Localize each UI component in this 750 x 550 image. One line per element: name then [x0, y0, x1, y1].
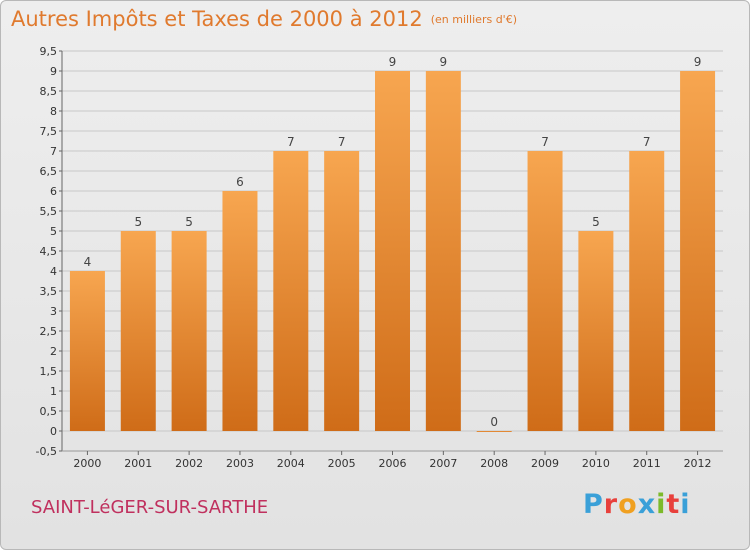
- bar: [527, 151, 563, 431]
- data-label: 0: [490, 415, 498, 429]
- bar: [273, 151, 309, 431]
- y-tick-label: 7,5: [40, 125, 58, 138]
- data-label: 5: [185, 215, 193, 229]
- y-tick-label: 3: [50, 305, 57, 318]
- bar: [375, 71, 410, 431]
- y-tick-label: 9,5: [40, 45, 58, 58]
- bar: [680, 71, 716, 431]
- y-tick-label: -0,5: [36, 445, 57, 458]
- logo-letter: t: [666, 489, 681, 520]
- y-tick-label: 8: [50, 105, 57, 118]
- y-tick-label: 6: [50, 185, 57, 198]
- y-tick-label: 3,5: [40, 285, 58, 298]
- data-label: 6: [236, 175, 244, 189]
- bar: [69, 271, 105, 431]
- logo-letter: i: [656, 489, 667, 520]
- logo-letter: o: [618, 489, 638, 520]
- y-tick-label: 1: [50, 385, 57, 398]
- bar: [578, 231, 614, 431]
- y-tick-label: 1,5: [40, 365, 58, 378]
- chart-title: Autres Impôts et Taxes de 2000 à 2012 (en…: [11, 7, 517, 31]
- data-label: 9: [440, 55, 448, 69]
- proxiti-logo: Proxiti: [583, 489, 691, 520]
- chart-unit-note: (en milliers d'€): [430, 13, 517, 26]
- commune-name: SAINT-LéGER-SUR-SARTHE: [31, 497, 269, 518]
- x-tick-label: 2005: [328, 457, 356, 470]
- y-tick-label: 2,5: [40, 325, 58, 338]
- bar: [120, 231, 156, 431]
- chart-title-text: Autres Impôts et Taxes de 2000 à 2012: [11, 7, 423, 31]
- y-tick-label: 0: [50, 425, 57, 438]
- x-tick-label: 2003: [226, 457, 254, 470]
- logo-letter: P: [583, 489, 604, 520]
- bar: [324, 151, 360, 431]
- bar: [171, 231, 207, 431]
- data-label: 5: [592, 215, 600, 229]
- x-tick-label: 2001: [124, 457, 152, 470]
- x-tick-label: 2004: [277, 457, 305, 470]
- data-label: 7: [541, 135, 549, 149]
- y-tick-label: 4,5: [40, 245, 58, 258]
- data-label: 9: [694, 55, 702, 69]
- y-tick-label: 7: [50, 145, 57, 158]
- logo-letter: x: [637, 489, 657, 520]
- y-tick-label: 4: [50, 265, 57, 278]
- bar: [425, 71, 461, 431]
- data-label: 7: [643, 135, 651, 149]
- x-tick-label: 2009: [531, 457, 559, 470]
- bar: [629, 151, 665, 431]
- x-tick-label: 2006: [379, 457, 407, 470]
- y-tick-label: 0,5: [40, 405, 58, 418]
- data-label: 5: [134, 215, 142, 229]
- logo-letter: r: [603, 489, 619, 520]
- y-tick-label: 9: [50, 65, 57, 78]
- x-tick-label: 2008: [480, 457, 508, 470]
- data-label: 7: [287, 135, 295, 149]
- x-tick-label: 2012: [684, 457, 712, 470]
- bar: [222, 191, 258, 431]
- y-tick-label: 5: [50, 225, 57, 238]
- data-label: 7: [338, 135, 346, 149]
- x-tick-label: 2000: [73, 457, 101, 470]
- x-tick-label: 2010: [582, 457, 610, 470]
- y-tick-label: 6,5: [40, 165, 58, 178]
- data-label: 4: [84, 255, 92, 269]
- logo-letter: i: [680, 489, 691, 520]
- y-tick-label: 2: [50, 345, 57, 358]
- y-tick-label: 5,5: [40, 205, 58, 218]
- y-tick-label: 8,5: [40, 85, 58, 98]
- x-tick-label: 2011: [633, 457, 661, 470]
- x-tick-label: 2007: [429, 457, 457, 470]
- bar: [476, 431, 512, 432]
- data-label: 9: [389, 55, 397, 69]
- x-tick-label: 2002: [175, 457, 203, 470]
